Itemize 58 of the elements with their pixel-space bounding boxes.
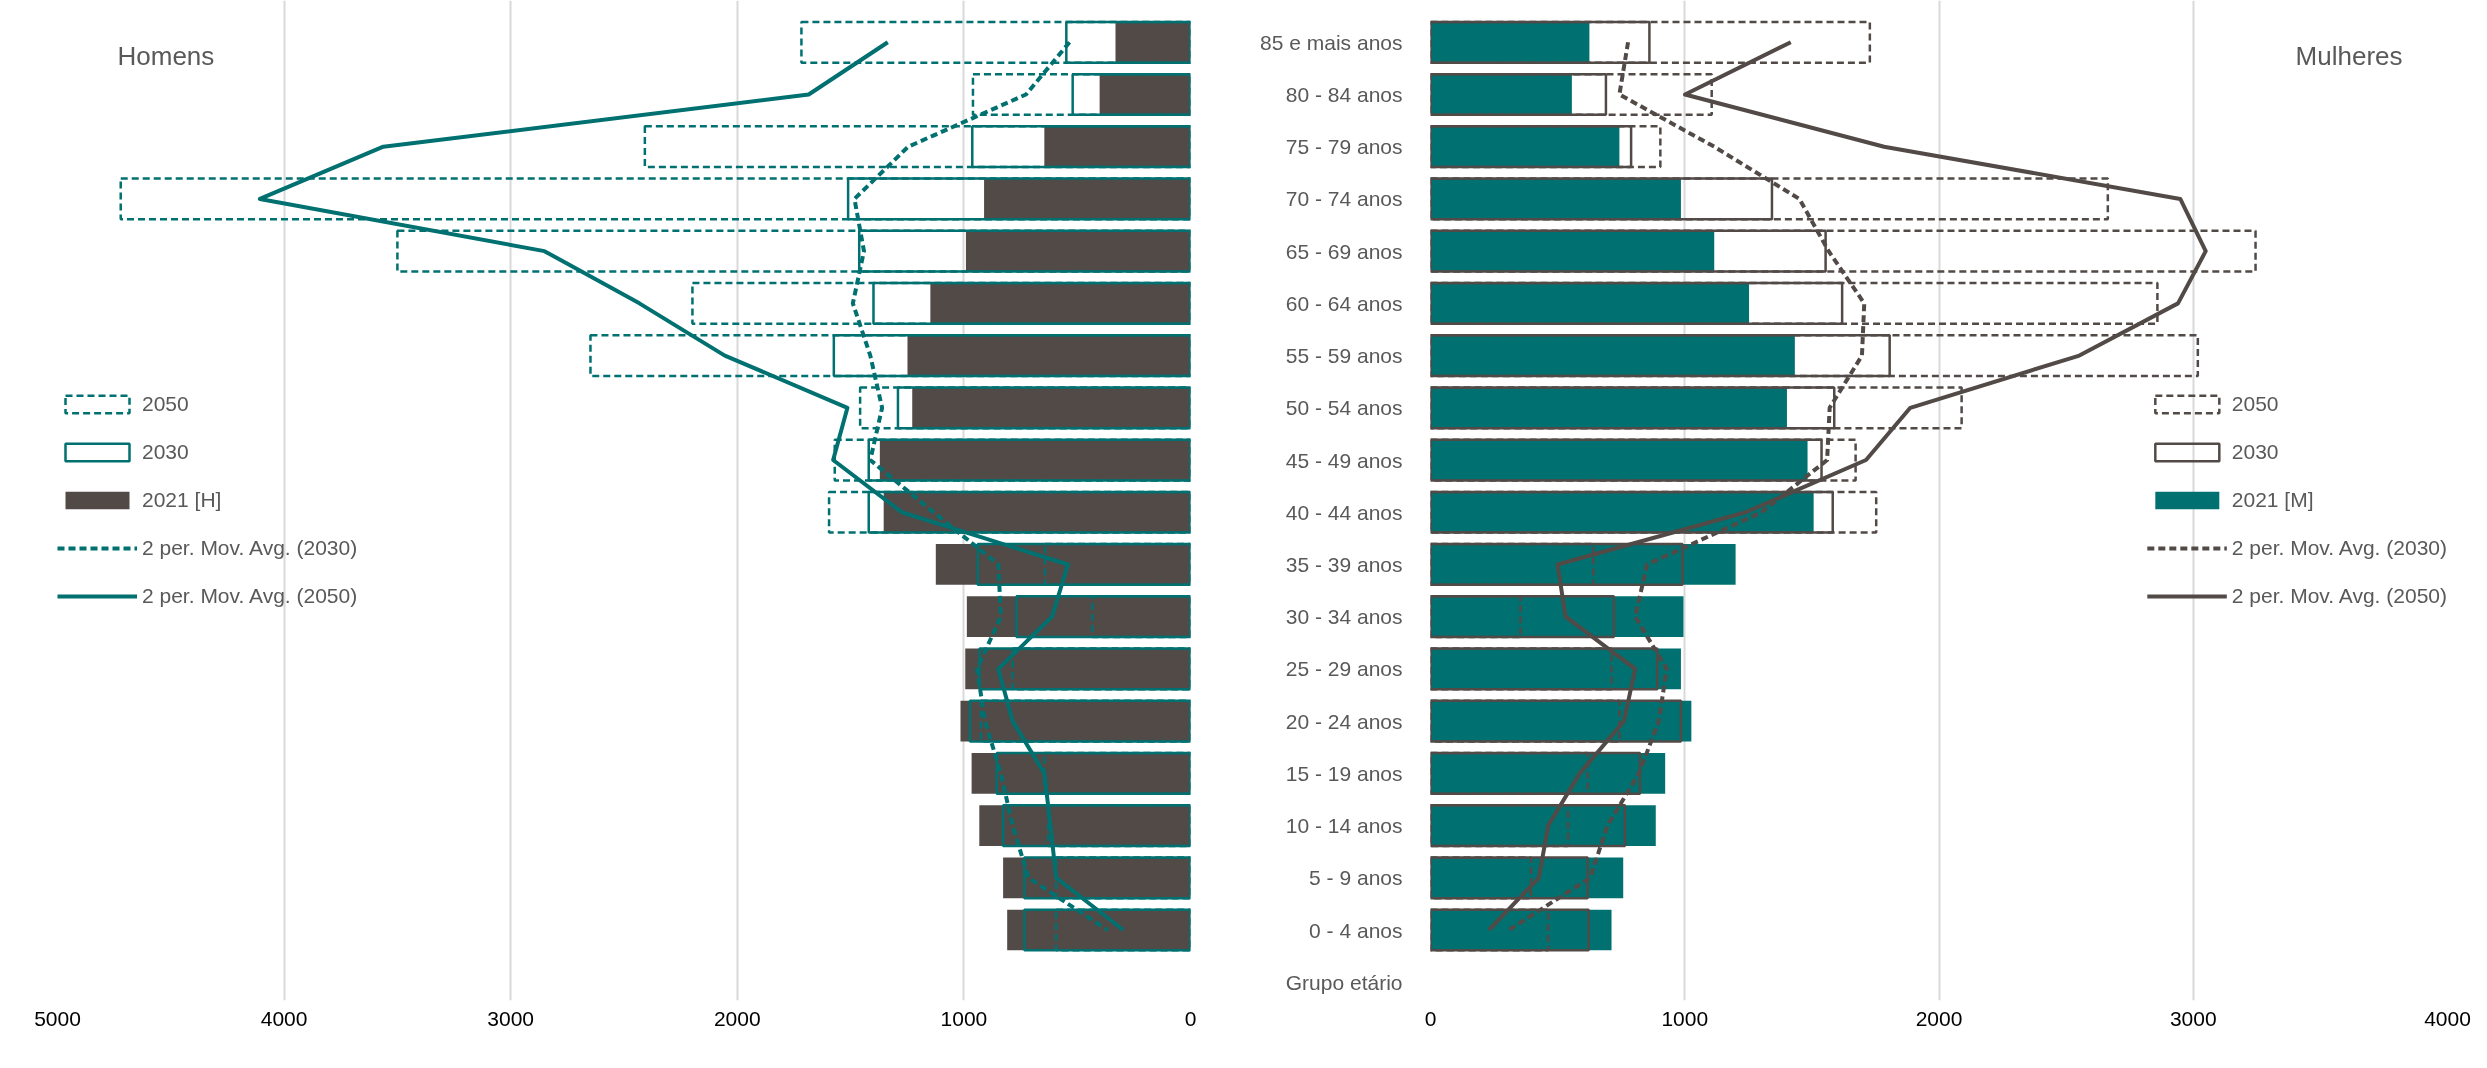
x-tick-label: 2000 (713, 1006, 761, 1030)
bar (1430, 230, 1715, 272)
legend-label: 2050 (142, 392, 189, 416)
legend-label: 2030 (142, 440, 189, 464)
x-tick-label: 0 (1184, 1006, 1197, 1030)
y-tick-label: 20 - 24 anos (1285, 709, 1403, 733)
bar (965, 230, 1191, 272)
bar (1099, 74, 1191, 115)
y-tick-label: 25 - 29 anos (1285, 657, 1403, 681)
y-tick-label: 60 - 64 anos (1285, 291, 1403, 315)
y-tick-label: 85 e mais anos (1260, 30, 1403, 54)
bar (1430, 387, 1787, 429)
legend-label: 2 per. Mov. Avg. (2050) (2231, 584, 2447, 608)
legend-label: 2 per. Mov. Avg. (2050) (142, 584, 358, 608)
legend-label: 2021 [H] (142, 488, 222, 512)
y-tick-label: 70 - 74 anos (1285, 187, 1403, 211)
bar (1430, 283, 1750, 324)
y-tick-label: 80 - 84 anos (1285, 82, 1403, 106)
x-tick-label: 4000 (260, 1006, 308, 1030)
bar (1430, 21, 1590, 63)
y-tick-label: 75 - 79 anos (1285, 135, 1403, 159)
y-tick-label: 30 - 34 anos (1285, 605, 1403, 629)
y-tick-label: 15 - 19 anos (1285, 761, 1403, 785)
y-tick-label: 65 - 69 anos (1285, 239, 1403, 263)
y-tick-label: 35 - 39 anos (1285, 552, 1403, 576)
y-tick-label: 55 - 59 anos (1285, 344, 1403, 368)
bar (984, 178, 1191, 220)
legend-label: 2 per. Mov. Avg. (2030) (2231, 536, 2447, 560)
bar (1115, 21, 1191, 63)
legend-label: 2050 (2231, 392, 2279, 416)
x-tick-label: 1000 (940, 1006, 988, 1030)
x-tick-label: 2000 (1915, 1006, 1963, 1030)
legend-label: 2030 (2231, 440, 2279, 464)
y-axis-title: Grupo etário (1285, 970, 1403, 994)
x-tick-label: 3000 (2169, 1006, 2217, 1030)
legend-label: 2 per. Mov. Avg. (2030) (142, 536, 358, 560)
y-tick-label: 50 - 54 anos (1285, 396, 1403, 420)
x-tick-label: 3000 (487, 1006, 535, 1030)
text: Homens (117, 40, 215, 71)
bar (1430, 596, 1684, 638)
x-tick-label: 4000 (2424, 1006, 2471, 1030)
bar (1430, 178, 1681, 220)
x-tick-label: 5000 (34, 1006, 81, 1030)
y-tick-label: 5 - 9 anos (1309, 866, 1403, 890)
y-tick-label: 45 - 49 anos (1285, 448, 1403, 472)
bar (1430, 544, 1736, 585)
y-tick-label: 0 - 4 anos (1309, 918, 1403, 942)
y-tick-label: 40 - 44 anos (1285, 500, 1403, 524)
bar (930, 283, 1191, 324)
x-tick-label: 1000 (1661, 1006, 1709, 1030)
text: Mulheres (2295, 40, 2403, 71)
legend-label: 2021 [M] (2231, 488, 2314, 512)
y-tick-label: 10 - 14 anos (1285, 814, 1403, 838)
bar (907, 335, 1191, 376)
bar (1430, 335, 1795, 376)
x-tick-label: 0 (1424, 1006, 1437, 1030)
bar (1044, 126, 1191, 168)
bar (1430, 74, 1572, 115)
